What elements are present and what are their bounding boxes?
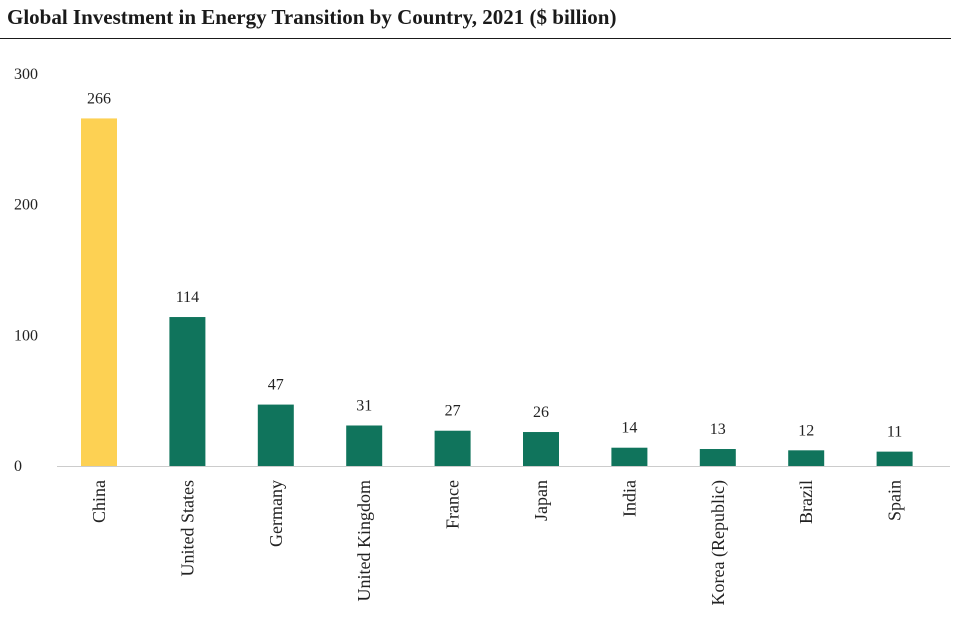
data-label: 14	[621, 420, 637, 437]
data-label: 27	[445, 403, 461, 420]
bar	[257, 404, 294, 466]
x-tick-label: China	[89, 480, 109, 523]
x-tick-label: Germany	[266, 480, 286, 547]
data-label: 31	[356, 397, 372, 414]
x-tick-label: United Kingdom	[354, 480, 374, 602]
data-label: 26	[533, 404, 549, 421]
bar	[523, 432, 559, 466]
bar	[169, 317, 206, 466]
bar	[346, 425, 383, 466]
data-label: 266	[87, 90, 111, 107]
title-divider	[0, 38, 951, 39]
x-tick-label: Japan	[531, 480, 551, 521]
bar	[699, 449, 736, 466]
data-label: 114	[176, 289, 199, 306]
bar	[81, 118, 117, 466]
data-label: 12	[798, 422, 814, 439]
x-tick-label: Korea (Republic)	[708, 480, 729, 605]
data-label: 47	[268, 377, 284, 394]
bar	[434, 430, 471, 466]
x-tick-label: Brazil	[796, 480, 816, 524]
x-tick-label: United States	[177, 480, 197, 577]
y-tick-label: 200	[14, 197, 38, 214]
data-label: 11	[887, 424, 902, 441]
bar	[611, 447, 648, 466]
y-tick-label: 100	[14, 327, 38, 344]
y-tick-label: 0	[14, 458, 22, 475]
chart-title: Global Investment in Energy Transition b…	[7, 5, 617, 29]
y-tick-label: 300	[14, 66, 38, 83]
x-tick-label: France	[443, 480, 463, 529]
data-label: 13	[710, 421, 726, 438]
bar	[788, 450, 825, 466]
x-tick-label: India	[619, 480, 639, 517]
bar	[876, 451, 913, 466]
x-tick-label: Spain	[885, 480, 905, 521]
